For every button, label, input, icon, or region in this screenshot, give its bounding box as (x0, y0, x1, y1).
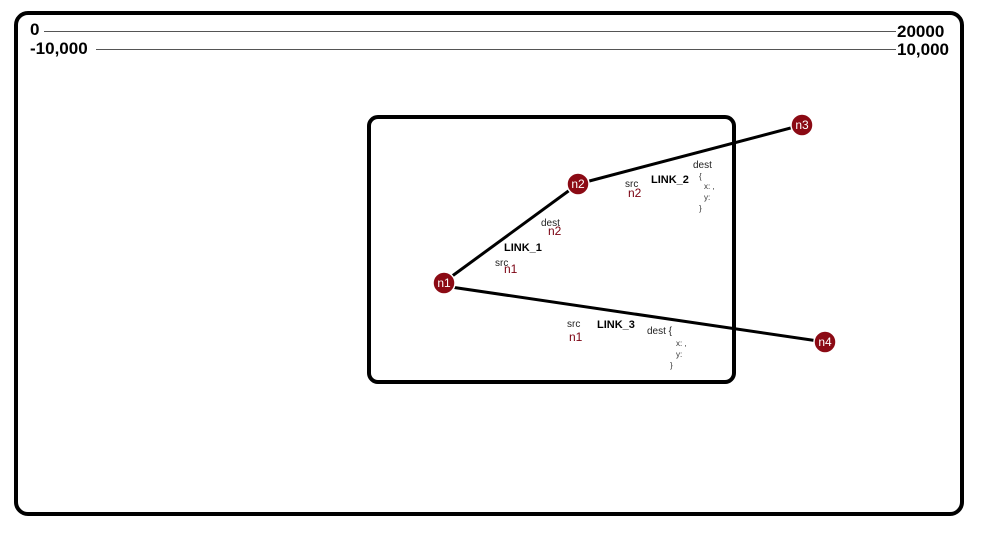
node-n1-circle[interactable] (432, 271, 456, 295)
node-n4-circle[interactable] (813, 330, 837, 354)
node-n4-label: n4 (818, 335, 832, 349)
link-2-dest-line: } (699, 204, 702, 213)
link-2-name: LINK_2 (651, 174, 689, 186)
link-1-dest-label: dest (541, 218, 560, 229)
node-n2-circle[interactable] (566, 172, 590, 196)
link-3-dest-line: y: (676, 350, 682, 359)
link-2-dest-line: { (699, 172, 702, 181)
link-2-dest-line: x: , (704, 182, 715, 191)
node-n3-circle[interactable] (790, 113, 814, 137)
link-1-name: LINK_1 (504, 242, 542, 254)
link-3-src-label: src (567, 319, 580, 330)
ruler-second-left-label: -10,000 (30, 39, 88, 58)
ruler-top-left-label: 0 (30, 20, 40, 39)
ruler-second-line (96, 49, 896, 50)
node-n3[interactable]: n3 (790, 113, 814, 137)
link-2-dest-line: y: (704, 193, 710, 202)
node-n1[interactable]: n1 (432, 271, 456, 295)
link-2-line[interactable] (577, 123, 803, 186)
node-n1-label: n1 (437, 276, 451, 290)
link-2-src-label: src (625, 179, 638, 190)
link-3-src-node: n1 (569, 330, 583, 344)
link-3-line[interactable] (443, 284, 826, 344)
node-n4[interactable]: n4 (813, 330, 837, 354)
link-2-src-node: n2 (628, 186, 642, 200)
node-n2[interactable]: n2 (566, 172, 590, 196)
link-1-dest-node: n2 (548, 224, 562, 238)
link-1-src-node: n1 (504, 262, 518, 276)
link-3-dest-label: dest { (647, 326, 673, 337)
link-1-src-label: src (495, 258, 508, 269)
diagram-canvas (14, 11, 964, 516)
ruler-second-right-label: 10,000 (897, 40, 949, 59)
ruler-top-line (44, 31, 896, 32)
node-n3-label: n3 (795, 118, 809, 132)
link-2-dest-label: dest (693, 160, 712, 171)
link-1-line[interactable] (443, 182, 579, 284)
group-box[interactable] (367, 115, 736, 384)
link-3-dest-line: x: , (676, 339, 687, 348)
link-3-name: LINK_3 (597, 319, 635, 331)
node-n2-label: n2 (571, 177, 585, 191)
link-3-dest-line: } (670, 361, 673, 370)
ruler-top-right-label: 20000 (897, 22, 945, 41)
